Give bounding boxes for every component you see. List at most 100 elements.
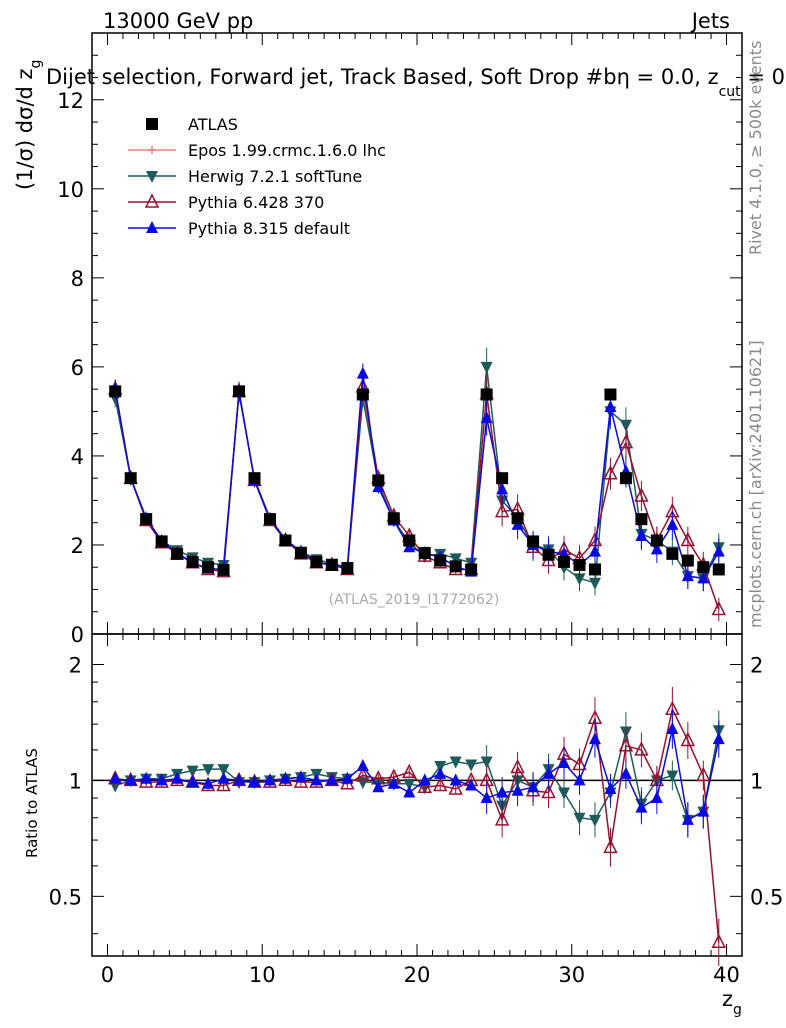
- legend-marker: [148, 146, 156, 154]
- rivet-label: Rivet 4.1.0, ≥ 500k events: [746, 41, 765, 255]
- pythia-ratio-point: [248, 775, 261, 788]
- legend-marker: [146, 221, 158, 233]
- pythia-point: [603, 465, 618, 480]
- pythia-ratio-point: [263, 773, 276, 786]
- legend-marker: [144, 193, 160, 208]
- herwig-ratio-point: [588, 814, 601, 827]
- title-sub: cut: [719, 84, 742, 100]
- pythia-ratio-point: [650, 791, 663, 804]
- atlas-point: [202, 561, 215, 574]
- legend-entry: Epos 1.99.crmc.1.6.0 lhc: [128, 141, 386, 160]
- pythia-ratio-point: [697, 804, 710, 817]
- atlas-point: [109, 385, 122, 398]
- atlas-point: [155, 535, 168, 548]
- group-label: Jets: [690, 9, 730, 33]
- x-tick-label: 30: [558, 963, 585, 987]
- pythia-ratio-point: [510, 758, 525, 774]
- energy-label: 13000 GeV pp: [103, 9, 253, 33]
- pythia-ratio-point: [696, 766, 711, 782]
- ratio-tick-label: 2: [69, 653, 82, 677]
- ratio-tick-label: 0.5: [49, 885, 82, 909]
- ratio-tick-label: 1: [750, 769, 763, 793]
- herwig-ratio-point: [217, 764, 230, 777]
- y-tick-label: 12: [57, 89, 84, 113]
- ratio-tick-label: 2: [750, 653, 763, 677]
- atlas-point: [248, 472, 261, 485]
- pythia-ratio-point: [573, 773, 586, 786]
- atlas-point: [279, 534, 292, 547]
- x-tick-label: 0: [101, 963, 114, 987]
- legend-entry: ATLAS: [146, 115, 238, 134]
- pythia-ratio-point: [711, 933, 726, 948]
- legend-label: ATLAS: [188, 115, 238, 134]
- pythia-point: [558, 546, 571, 559]
- ratio-tick-label: 1: [69, 769, 82, 793]
- legend-entry: Pythia 6.428 370: [128, 193, 324, 212]
- atlas-point: [511, 512, 524, 525]
- pythia-ratio-point: [140, 771, 153, 784]
- pythia-point: [650, 542, 663, 555]
- legend-marker: [146, 118, 158, 130]
- pythia-ratio-point: [542, 766, 555, 779]
- mcplots-label: mcplots.cern.ch [arXiv:2401.10621]: [746, 340, 765, 628]
- herwig-ratio-point: [403, 778, 416, 791]
- legend-label: Herwig 7.2.1 softTune: [188, 167, 362, 186]
- y-tick-label: 2: [71, 534, 84, 558]
- pythia-ratio-point: [634, 741, 649, 756]
- atlas-point: [171, 547, 184, 560]
- y-tick-label: 8: [71, 267, 84, 291]
- pythia-ratio-point: [433, 776, 448, 792]
- atlas-point: [527, 535, 540, 548]
- atlas-point: [542, 548, 555, 561]
- herwig-ratio-point: [465, 759, 478, 772]
- pythia-ratio-point: [387, 776, 400, 789]
- pythia-ratio-point: [310, 773, 323, 786]
- pythia-ratio-point: [496, 785, 509, 798]
- atlas-point: [418, 546, 431, 559]
- pythia-point: [356, 366, 369, 379]
- herwig-ratio-point: [573, 812, 586, 825]
- atlas-point: [356, 388, 369, 401]
- pythia-ratio-point: [681, 812, 694, 825]
- title-main: Dijet selection, Forward jet, Track Base…: [46, 65, 617, 89]
- atlas-point: [372, 474, 385, 487]
- pythia-ratio-point: [217, 771, 230, 784]
- main-data: [108, 347, 726, 622]
- atlas-point: [681, 554, 694, 567]
- pythia-point: [588, 544, 601, 557]
- ratio-frame: [91, 633, 743, 957]
- pythia-ratio-point: [635, 800, 648, 813]
- atlas-point: [496, 472, 509, 485]
- ratio-data: [108, 686, 726, 966]
- pythia-ratio-point: [449, 773, 462, 786]
- pythia-ratio-point: [403, 785, 416, 798]
- atlas-point: [465, 563, 478, 576]
- pythia-ratio-point: [216, 776, 231, 792]
- title-tail: = 0.1: [741, 65, 786, 89]
- pythia-ratio-point: [618, 737, 634, 752]
- y-main-label: (1/σ) dσ/d zg: [13, 60, 44, 190]
- x-tick-label: 10: [249, 963, 276, 987]
- herwig-point: [449, 553, 462, 566]
- herwig-point: [573, 573, 586, 586]
- atlas-point: [712, 563, 725, 576]
- pythia-ratio-point: [494, 811, 510, 826]
- pythia-point: [680, 531, 696, 547]
- pythia-ratio-point: [588, 732, 601, 745]
- herwig-ratio-point: [449, 756, 462, 769]
- atlas-point: [666, 547, 679, 560]
- legend-entry: Herwig 7.2.1 softTune: [128, 167, 362, 186]
- atlas-point: [619, 472, 632, 485]
- atlas-point: [604, 388, 617, 401]
- pythia-ratio-point: [356, 759, 369, 772]
- pythia-ratio-point: [279, 771, 292, 784]
- pythia-point: [494, 502, 510, 518]
- atlas-point: [635, 513, 648, 526]
- pythia-ratio-point: [294, 770, 307, 783]
- pythia-point: [634, 487, 649, 502]
- pythia-point: [635, 529, 648, 542]
- ratio-panel: [91, 633, 743, 957]
- y-tick-label: 4: [71, 445, 84, 469]
- atlas-point: [217, 563, 230, 576]
- atlas-point: [434, 554, 447, 567]
